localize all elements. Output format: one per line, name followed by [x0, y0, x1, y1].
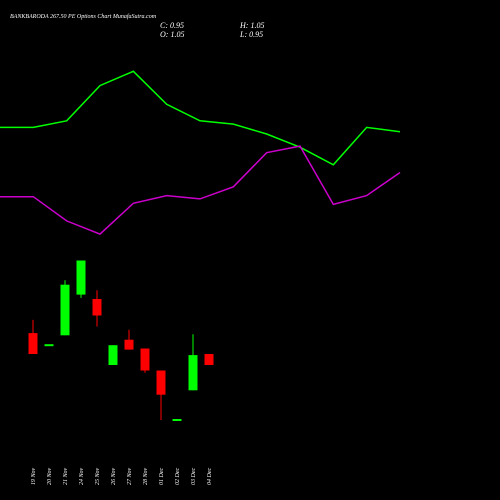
candle-body — [92, 299, 102, 316]
candle-body — [60, 284, 70, 336]
candle-body — [44, 344, 54, 347]
ohlc-label: C: 0.95 — [160, 21, 184, 30]
x-tick-label: 04 Dec — [206, 468, 213, 485]
candle-body — [124, 339, 134, 350]
indicator-line — [0, 70, 401, 166]
x-tick-label: 27 Nov — [127, 467, 133, 485]
x-tick-label: 01 Dec — [159, 468, 165, 485]
ohlc-label: O: 1.05 — [160, 30, 184, 39]
x-tick-label: 26 Nov — [111, 467, 117, 485]
ohlc-label: L: 0.95 — [239, 30, 263, 39]
candle-body — [188, 355, 198, 391]
candle-body — [156, 370, 166, 395]
x-tick-label: 21 Nov — [63, 467, 69, 485]
x-tick-label: 25 Nov — [95, 467, 101, 485]
x-tick-label: 02 Dec — [175, 468, 181, 485]
candle-body — [140, 348, 150, 371]
x-tick-label: 03 Dec — [191, 468, 197, 485]
chart-title: BANKBARODA 267.50 PE Options Chart Munaf… — [10, 13, 157, 20]
x-tick-label: 19 Nov — [31, 467, 37, 485]
candle-body — [172, 419, 182, 421]
x-tick-label: 28 Nov — [143, 467, 149, 485]
candle-body — [204, 354, 214, 365]
x-tick-label: 20 Nov — [47, 467, 53, 485]
candle-body — [108, 345, 118, 365]
x-tick-label: 24 Nov — [78, 467, 85, 485]
candle-body — [28, 333, 38, 354]
ohlc-label: H: 1.05 — [239, 21, 264, 30]
indicator-line — [0, 145, 401, 235]
candle-body — [76, 260, 86, 295]
